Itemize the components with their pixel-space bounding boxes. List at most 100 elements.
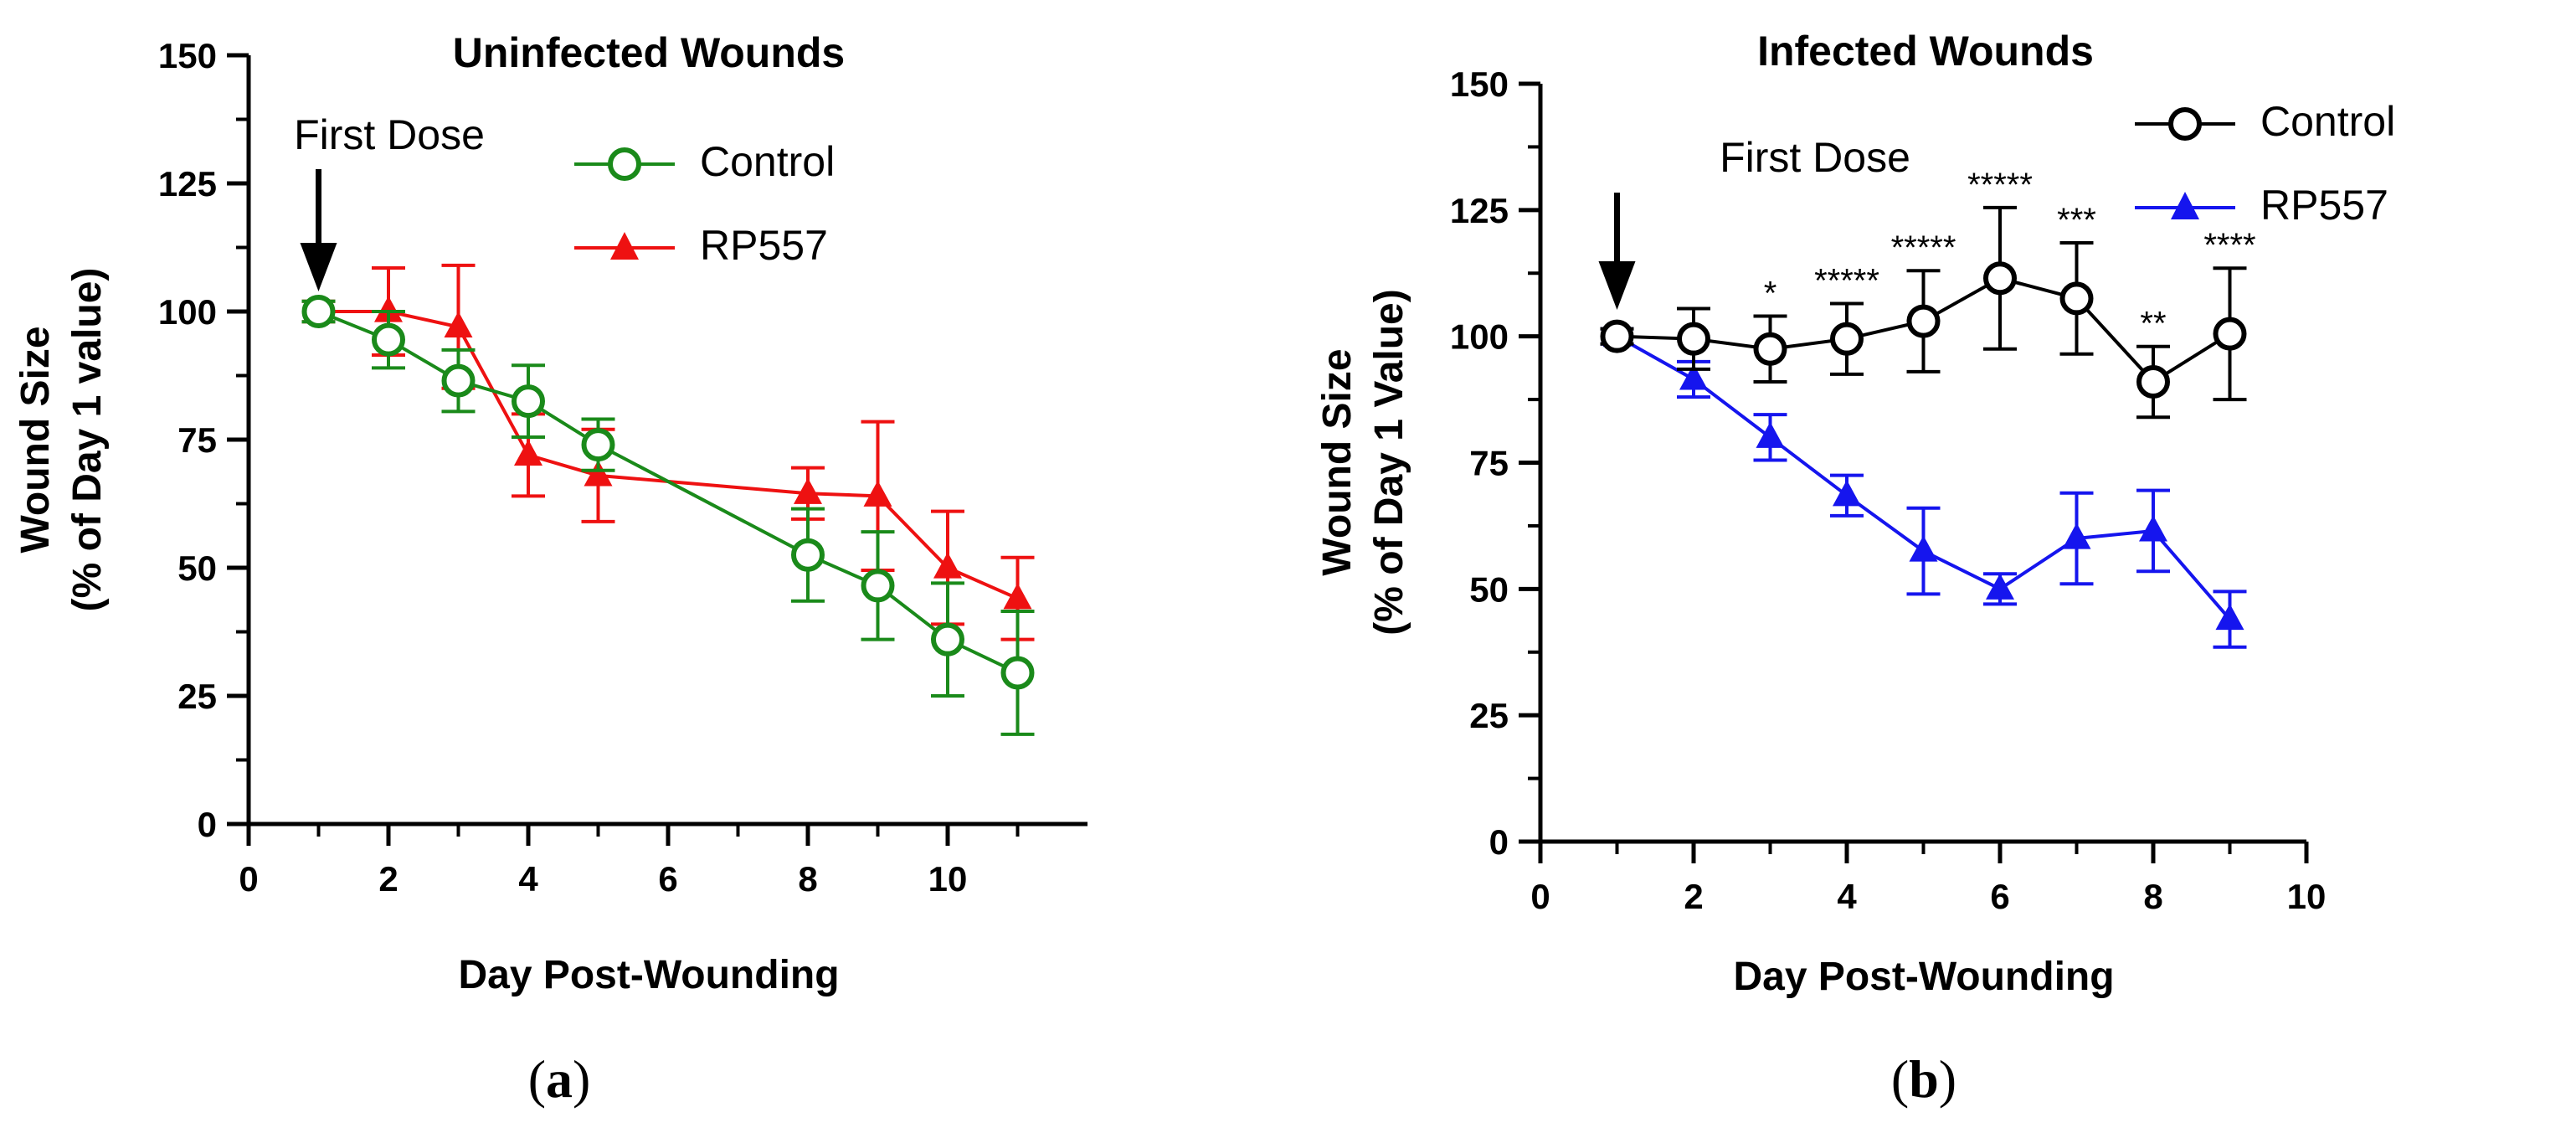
data-point: [1000, 656, 1035, 690]
x-tick-label: 2: [1684, 877, 1703, 916]
legend-label: Control: [700, 138, 835, 185]
x-axis-label: Day Post-Wounding: [458, 953, 839, 997]
legend-marker: [610, 232, 639, 260]
panel-label: (a): [528, 1049, 591, 1109]
x-tick-label: 2: [378, 859, 398, 899]
y-tick-label: 150: [1450, 64, 1509, 104]
data-point: [2213, 317, 2247, 351]
y-tick-label: 75: [177, 420, 217, 460]
y-tick-label: 125: [158, 164, 217, 203]
chart-uninfected-wounds: Uninfected Wounds 0 25 50 75 100 125 150 0 2 4 6 8 10…: [13, 29, 1087, 1109]
significance-marker: ****: [2203, 227, 2255, 264]
chart-infected-wounds: Infected Wounds 0 25 50 75 100 125 150 0 2 4 6 8 10 Da…: [1315, 28, 2395, 1109]
data-point: [1983, 261, 2017, 296]
x-tick-label: 0: [1530, 877, 1550, 916]
legend-marker: [2168, 107, 2202, 141]
significance-marker: *****: [1967, 167, 2033, 203]
series-line: [317, 310, 1019, 675]
legend-marker: [608, 147, 641, 181]
series-rp557: [301, 263, 1035, 641]
x-tick-label: 0: [239, 859, 258, 899]
y-axis-label-line1: Wound Size: [13, 326, 58, 553]
x-tick-label: 4: [518, 859, 538, 899]
significance-marker: *****: [1891, 229, 1956, 266]
significance-marker: *: [1764, 276, 1777, 312]
y-tick-label: 75: [1469, 444, 1509, 483]
data-point: [2062, 523, 2091, 549]
data-point: [931, 622, 964, 657]
y-tick-label: 25: [177, 677, 217, 716]
data-point: [1830, 322, 1864, 356]
panel-letter: a: [546, 1049, 573, 1109]
data-point: [933, 552, 962, 579]
data-point: [1909, 535, 1938, 562]
legend-label: Control: [2260, 98, 2395, 145]
legend-label: RP557: [2260, 182, 2388, 229]
series-line: [318, 310, 1019, 600]
data-point: [1833, 480, 1861, 507]
x-tick-label: 6: [658, 859, 677, 899]
y-tick-label: 0: [198, 805, 217, 844]
y-tick-label: 150: [158, 36, 217, 75]
data-point: [1756, 421, 1785, 448]
data-point: [441, 363, 476, 398]
series-control: [1600, 205, 2247, 420]
annotation-first-dose: First Dose: [294, 111, 485, 158]
chart-title: Infected Wounds: [1757, 28, 2094, 75]
data-point: [2059, 281, 2094, 316]
data-point: [581, 428, 615, 462]
data-point: [2136, 364, 2170, 399]
significance-marker: **: [2140, 306, 2166, 342]
panel-letter: b: [1909, 1049, 1939, 1109]
legend-marker: [2171, 192, 2199, 219]
significance-marker: *****: [1814, 262, 1879, 299]
data-point: [374, 296, 403, 322]
x-tick-label: 6: [1990, 877, 2009, 916]
x-tick-label: 10: [2287, 877, 2327, 916]
x-tick-label: 4: [1837, 877, 1857, 916]
x-tick-label: 10: [928, 859, 968, 899]
data-point: [514, 439, 542, 466]
y-tick-label: 125: [1450, 191, 1509, 230]
y-tick-label: 100: [1450, 317, 1509, 357]
data-point: [1753, 332, 1787, 366]
arrow-head: [1598, 261, 1636, 310]
data-point: [863, 480, 892, 507]
data-point: [794, 477, 822, 504]
data-point: [1600, 319, 1634, 353]
data-point: [444, 311, 473, 337]
y-tick-label: 50: [1469, 569, 1509, 609]
y-axis-label-line2: (% of Day 1 Value): [1367, 289, 1411, 635]
x-axis-label: Day Post-Wounding: [1733, 955, 2114, 999]
data-point: [372, 322, 405, 357]
legend-item-rp557: RP557: [574, 222, 828, 269]
y-tick-label: 25: [1469, 696, 1509, 735]
chart-title: Uninfected Wounds: [453, 29, 846, 76]
data-point: [2215, 603, 2244, 631]
arrow-head: [300, 243, 337, 291]
legend-label: RP557: [700, 222, 828, 269]
data-point: [584, 460, 613, 487]
x-tick-label: 8: [798, 859, 817, 899]
data-point: [791, 538, 825, 572]
panel-label: (b): [1891, 1049, 1956, 1109]
y-tick-label: 50: [177, 548, 217, 588]
y-tick-label: 100: [158, 292, 217, 332]
annotation-first-dose: First Dose: [1720, 134, 1910, 181]
data-point: [1906, 304, 1941, 338]
y-tick-label: 0: [1489, 822, 1509, 862]
data-point: [512, 384, 545, 419]
data-point: [1003, 583, 1032, 610]
legend-item-control: Control: [2135, 98, 2395, 145]
legend-item-control: Control: [574, 138, 835, 185]
significance-marker: ***: [2057, 202, 2096, 239]
data-point: [301, 295, 336, 328]
data-point: [1677, 322, 1710, 356]
legend-item-rp557: RP557: [2135, 182, 2388, 229]
y-axis-label-line2: (% of Day 1 value): [65, 268, 110, 612]
data-point: [861, 569, 895, 603]
series-control: [301, 295, 1035, 736]
data-point: [1986, 573, 2014, 600]
data-point: [1679, 363, 1708, 390]
